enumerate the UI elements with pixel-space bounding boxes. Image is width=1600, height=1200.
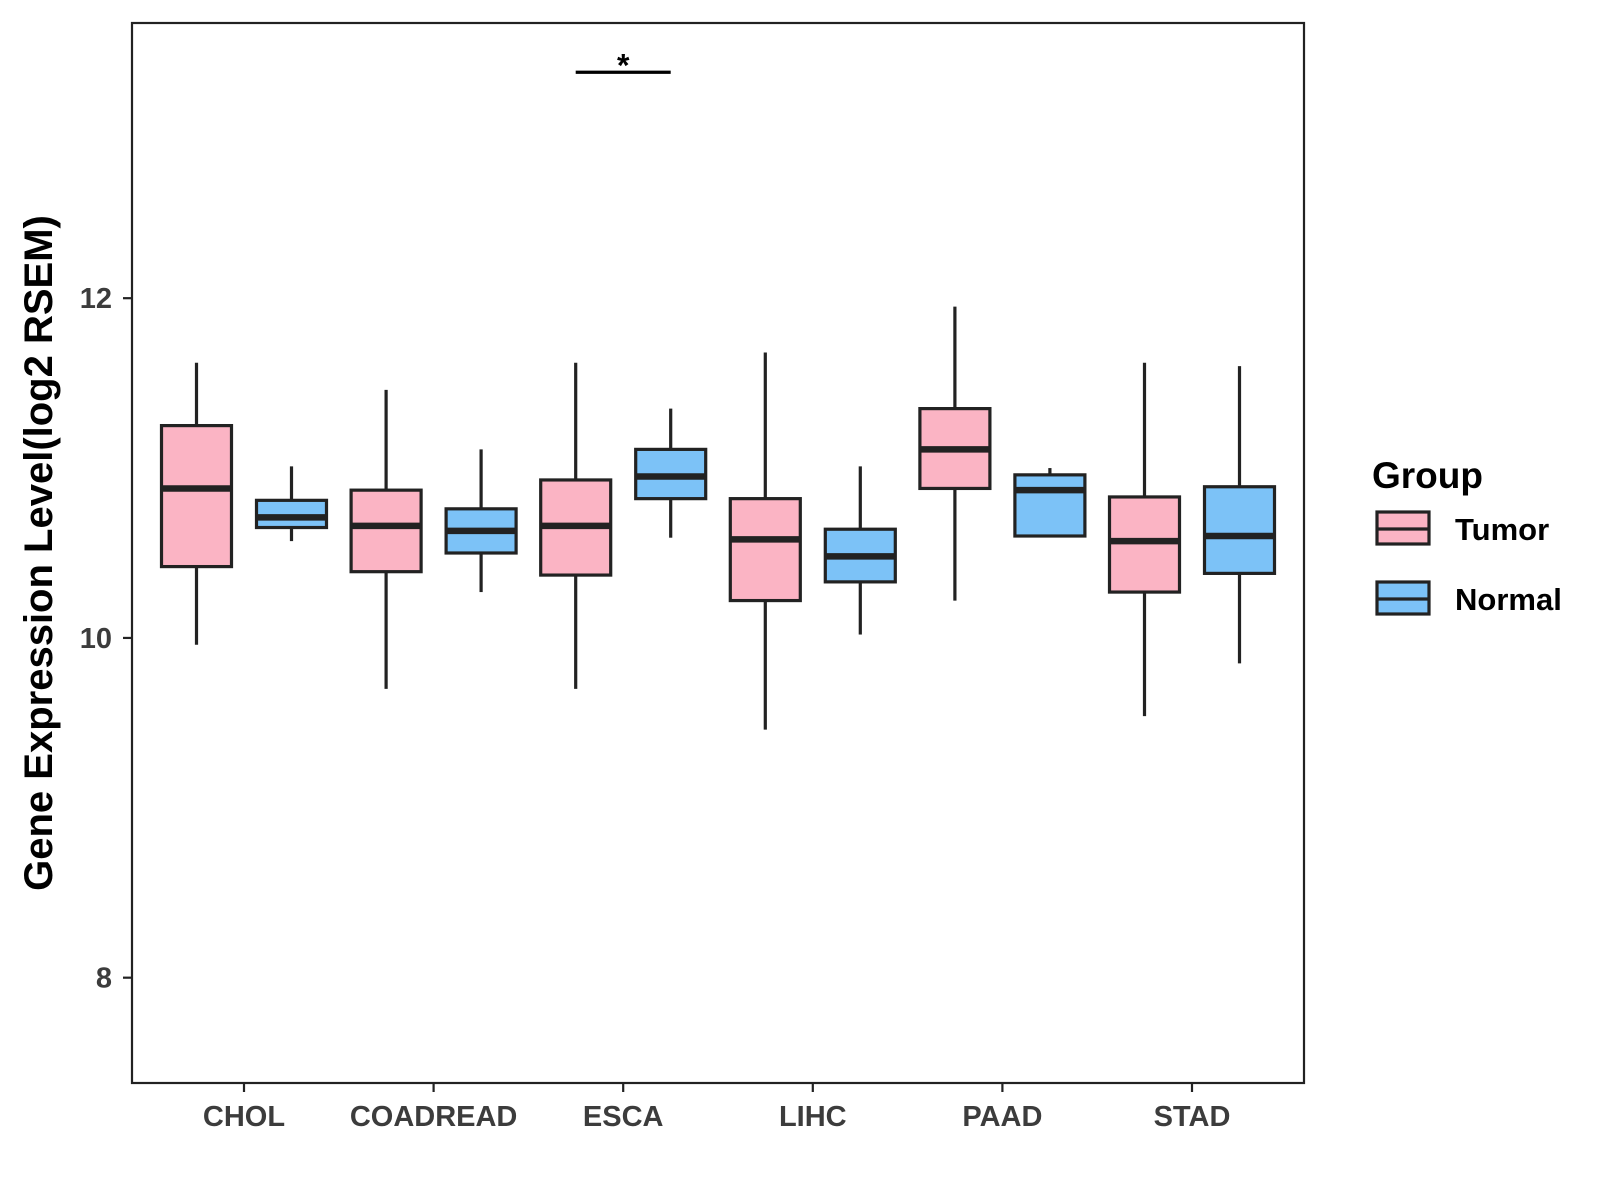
y-tick-label: 10 [80,623,112,655]
box-iqr [349,488,423,574]
box-normal-esca [634,408,708,538]
box-iqr [159,423,234,569]
x-tick-label-chol: CHOL [203,1101,285,1133]
y-tick-label: 8 [96,963,112,995]
legend-item-tumor: Tumor [1375,510,1549,547]
box-normal-stad [1202,366,1277,664]
box-normal-coadread [444,449,518,593]
legend-label-tumor: Tumor [1455,512,1549,547]
legend: Group Tumor Normal [1372,455,1562,617]
box-tumor-paad [918,306,992,601]
x-tick-label-paad: PAAD [962,1101,1042,1133]
significance-esca: * [575,47,671,83]
box-tumor-stad [1107,362,1182,717]
box-iqr [1107,495,1182,594]
box-iqr [1013,473,1087,538]
y-tick-label: 12 [80,283,112,315]
box-tumor-coadread [349,389,423,689]
x-tick-label-esca: ESCA [583,1101,664,1133]
box-iqr [254,498,329,530]
box-normal-chol [254,466,329,542]
legend-title: Group [1372,455,1483,496]
plot-panel-border [130,21,1306,1085]
box-tumor-chol [159,362,234,645]
significance-label: * [617,47,630,83]
box-iqr [1202,485,1277,575]
y-axis-title: Gene Expression Level(log2 RSEM) [17,215,61,891]
x-tick-label-coadread: COADREAD [350,1101,518,1133]
x-tick-label-stad: STAD [1154,1101,1231,1133]
box-tumor-lihc [728,352,802,730]
box-normal-paad [1013,468,1087,538]
box-normal-lihc [823,466,897,635]
box-tumor-esca [539,362,613,689]
legend-label-normal: Normal [1455,582,1562,617]
legend-item-normal: Normal [1375,580,1562,617]
x-tick-label-lihc: LIHC [779,1101,847,1133]
box-iqr [728,497,802,603]
